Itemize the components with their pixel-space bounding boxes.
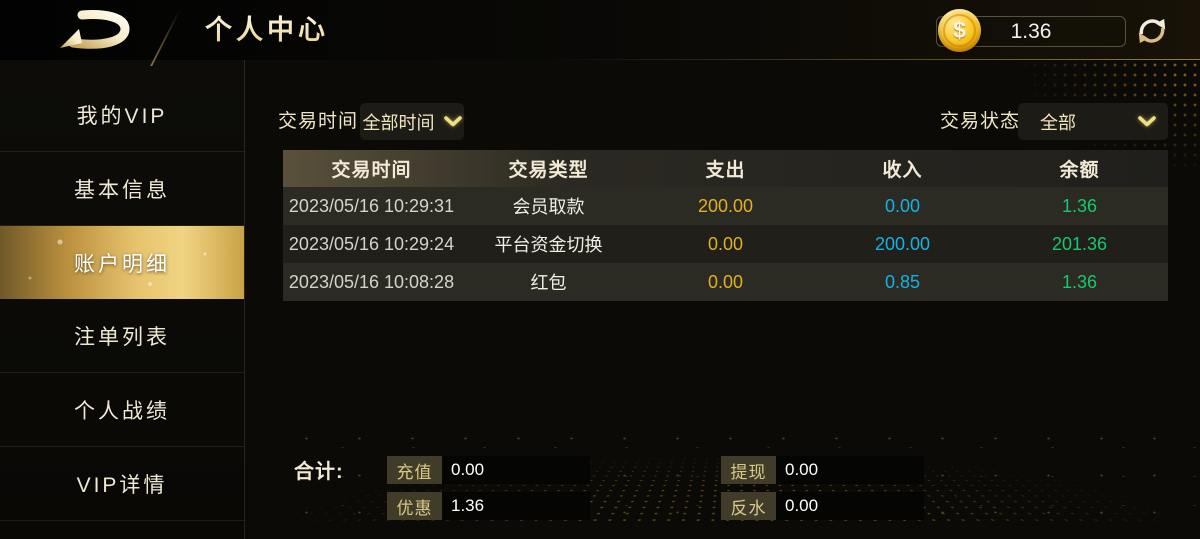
sidebar-item-label: 我的VIP bbox=[76, 104, 168, 128]
cell-balance: 1.36 bbox=[1061, 271, 1098, 292]
cell-type: 红包 bbox=[530, 273, 567, 293]
cell-type: 会员取款 bbox=[512, 197, 585, 217]
cell-type: 平台资金切换 bbox=[494, 235, 603, 255]
column-header-type: 交易类型 bbox=[508, 160, 589, 181]
table-row: 2023/05/16 10:08:28 红包 0.00 0.85 1.36 bbox=[283, 263, 1168, 301]
summary-total-label: 合计: bbox=[294, 461, 344, 483]
sidebar-item-personal-record[interactable]: 个人战绩 bbox=[0, 373, 244, 447]
cell-time: 2023/05/16 10:08:28 bbox=[288, 271, 455, 292]
cell-income: 0.00 bbox=[884, 195, 921, 216]
summary-field-label: 充值 bbox=[387, 456, 442, 484]
summary-field-deposit: 充值 0.00 bbox=[387, 456, 590, 484]
cell-expense: 0.00 bbox=[707, 271, 744, 292]
sidebar-item-basic-info[interactable]: 基本信息 bbox=[0, 152, 244, 226]
sidebar-item-bet-list[interactable]: 注单列表 bbox=[0, 299, 244, 373]
table-header-row: 交易时间 交易类型 支出 收入 余额 bbox=[283, 150, 1168, 187]
cell-income: 0.85 bbox=[884, 271, 921, 292]
sidebar-item-label: VIP详情 bbox=[76, 473, 168, 497]
summary-field-withdrawal: 提现 0.00 bbox=[721, 456, 924, 484]
cell-time: 2023/05/16 10:29:24 bbox=[288, 233, 455, 254]
refresh-icon[interactable] bbox=[1133, 12, 1171, 50]
transaction-status-dropdown[interactable]: 全部 bbox=[1018, 103, 1168, 140]
chevron-down-icon bbox=[443, 116, 462, 127]
column-header-income: 收入 bbox=[882, 160, 923, 181]
page-title: 个人中心 bbox=[205, 0, 329, 60]
cell-balance: 1.36 bbox=[1061, 195, 1098, 216]
sidebar-item-label: 个人战绩 bbox=[74, 399, 170, 423]
sidebar-item-label: 基本信息 bbox=[74, 178, 170, 202]
summary-field-label: 提现 bbox=[721, 456, 776, 484]
app-logo-icon bbox=[60, 10, 130, 49]
summary-field-value: 0.00 bbox=[776, 492, 924, 520]
summary-field-value: 0.00 bbox=[442, 456, 590, 484]
summary-field-value: 0.00 bbox=[776, 456, 924, 484]
summary-field-bonus: 优惠 1.36 bbox=[387, 492, 590, 520]
cell-time: 2023/05/16 10:29:31 bbox=[288, 195, 455, 216]
column-header-expense: 支出 bbox=[705, 160, 746, 181]
cell-expense: 200.00 bbox=[697, 195, 754, 216]
summary-field-rebate: 反水 0.00 bbox=[721, 492, 924, 520]
summary-field-label: 反水 bbox=[721, 492, 776, 520]
sidebar-item-my-vip[interactable]: 我的VIP bbox=[0, 78, 244, 152]
column-header-balance: 余额 bbox=[1059, 160, 1100, 181]
sidebar-item-account-details[interactable]: 账户明细 bbox=[0, 226, 244, 299]
cell-income: 200.00 bbox=[874, 233, 931, 254]
summary-field-label: 优惠 bbox=[387, 492, 442, 520]
sidebar-item-vip-details[interactable]: VIP详情 bbox=[0, 447, 244, 521]
table-row: 2023/05/16 10:29:31 会员取款 200.00 0.00 1.3… bbox=[283, 187, 1168, 225]
sidebar: 我的VIP 基本信息 账户明细 注单列表 个人战绩 VIP详情 bbox=[0, 60, 245, 539]
transaction-time-dropdown[interactable]: 全部时间 bbox=[360, 103, 464, 140]
transactions-table: 交易时间 交易类型 支出 收入 余额 2023/05/16 10:29:31 会… bbox=[283, 150, 1168, 301]
balance-value: 1.36 bbox=[1010, 20, 1052, 43]
header-diagonal-divider bbox=[150, 0, 188, 66]
table-row: 2023/05/16 10:29:24 平台资金切换 0.00 200.00 2… bbox=[283, 225, 1168, 263]
transaction-status-dropdown-value: 全部 bbox=[1040, 112, 1076, 133]
summary-field-value: 1.36 bbox=[442, 492, 590, 520]
cell-expense: 0.00 bbox=[707, 233, 744, 254]
sidebar-item-label: 注单列表 bbox=[74, 325, 170, 349]
cell-balance: 201.36 bbox=[1051, 233, 1108, 254]
sidebar-item-label: 账户明细 bbox=[74, 252, 170, 276]
transaction-status-filter-label: 交易状态 bbox=[940, 111, 1021, 132]
top-bar: 个人中心 1.36 $ bbox=[0, 0, 1200, 66]
column-header-time: 交易时间 bbox=[331, 160, 412, 181]
main-content: 交易时间 全部时间 交易状态 全部 交易时间 交易类型 支出 收入 余额 202… bbox=[246, 60, 1200, 539]
coin-dollar-icon: $ bbox=[938, 9, 981, 52]
transaction-time-filter-label: 交易时间 bbox=[278, 111, 359, 132]
transaction-time-dropdown-value: 全部时间 bbox=[362, 112, 435, 133]
chevron-down-icon bbox=[1138, 116, 1156, 127]
